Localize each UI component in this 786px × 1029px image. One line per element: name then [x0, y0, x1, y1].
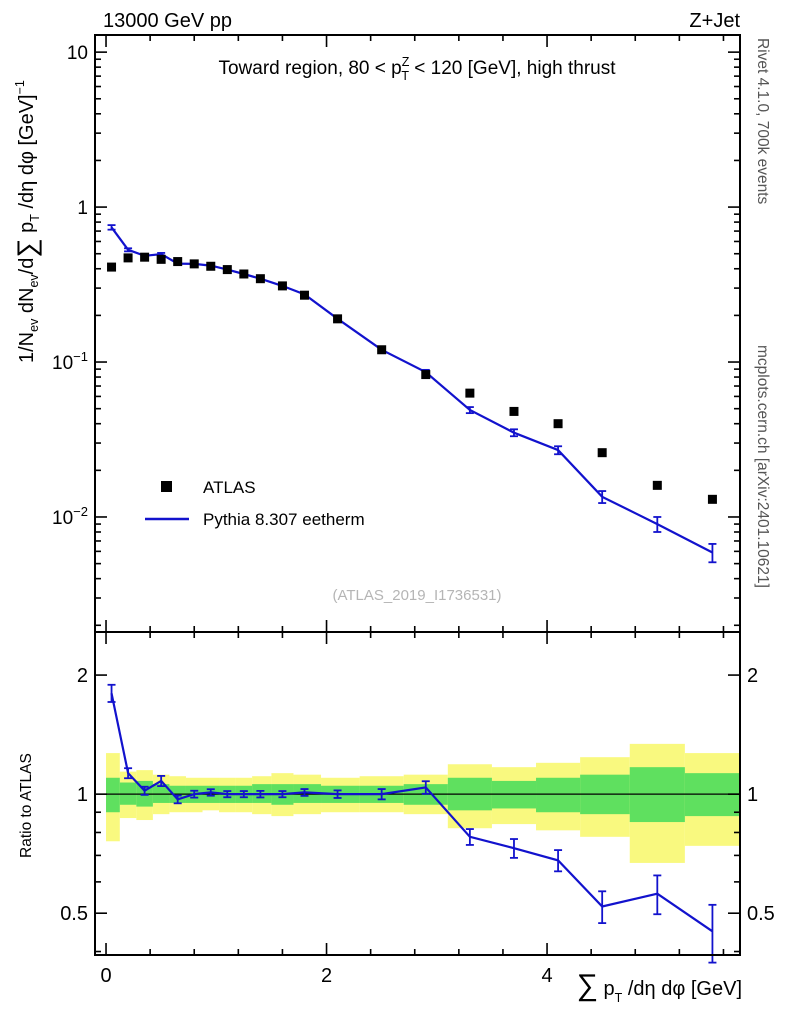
atlas-data-point	[277, 281, 287, 291]
x-axis-label: ∑ pT /dη dφ [GeV]	[577, 969, 742, 1005]
atlas-data-point	[465, 388, 475, 398]
ratio-tick-label-left: 2	[77, 665, 88, 687]
atlas-data-point	[377, 345, 387, 355]
x-tick-label: 0	[100, 965, 111, 987]
atlas-data-point	[333, 314, 343, 324]
process-label: Z+Jet	[689, 10, 740, 32]
atlas-data-point	[173, 257, 183, 267]
legend: ATLAS Pythia 8.307 eetherm	[145, 478, 365, 529]
ratio-tick-label-right: 0.5	[747, 903, 775, 925]
atlas-data-point	[189, 259, 199, 269]
axis-tick-labels: 0 2 4 10 1 10−1 10−2 0.5 0.5 1 1 2 2	[52, 43, 775, 987]
x-tick-label: 4	[541, 965, 552, 987]
uncertainty-bands	[106, 743, 740, 863]
band-green	[536, 777, 581, 813]
rivet-version-note: Rivet 4.1.0, 700k events	[754, 38, 771, 205]
pythia-line	[110, 226, 713, 554]
analysis-watermark: (ATLAS_2019_I1736531)	[332, 587, 501, 604]
atlas-data-point	[597, 448, 607, 458]
ratio-panel-frame	[94, 631, 741, 956]
atlas-data-point	[421, 370, 431, 380]
mcplots-attribution-note: mcplots.cern.ch [arXiv:2401.10621]	[754, 345, 771, 588]
atlas-data-point	[222, 265, 232, 275]
legend-label-atlas: ATLAS	[203, 478, 256, 497]
ratio-tick-label-left: 1	[77, 784, 88, 806]
y-tick-label: 10	[67, 43, 88, 64]
y-tick-label: 10−2	[52, 504, 88, 529]
band-green	[106, 777, 120, 813]
y-tick-label: 10−1	[52, 349, 88, 374]
top-panel-frame	[94, 34, 741, 633]
atlas-data-point	[707, 494, 717, 504]
ratio-tick-label-left: 0.5	[60, 903, 88, 925]
y-tick-label: 1	[77, 198, 88, 219]
legend-marker-atlas-icon	[161, 481, 172, 492]
atlas-data-point	[553, 419, 563, 429]
ratio-tick-label-right: 2	[747, 665, 758, 687]
atlas-data-point	[123, 253, 133, 263]
atlas-data-point	[140, 252, 150, 262]
x-tick-label: 2	[321, 965, 332, 987]
atlas-data-point	[206, 261, 216, 271]
atlas-data-point	[239, 269, 249, 279]
atlas-data-point	[299, 290, 309, 300]
ratio-tick-label-right: 1	[747, 784, 758, 806]
atlas-data-point	[156, 254, 166, 264]
beam-energy-label: 13000 GeV pp	[103, 10, 232, 32]
data-series	[107, 224, 717, 964]
atlas-data-point	[509, 406, 519, 416]
atlas-data-point	[255, 274, 265, 284]
panel-title: Toward region, 80 < pZ T < 120 [GeV], hig…	[218, 55, 616, 83]
legend-label-pythia: Pythia 8.307 eetherm	[203, 510, 365, 529]
atlas-data-point	[652, 480, 662, 490]
atlas-data-point	[107, 262, 117, 272]
ratio-axis-label: Ratio to ATLAS	[18, 753, 35, 858]
main-y-axis-label: 1/Nev dNev/d∑ pT /dη dφ [GeV]−1	[12, 80, 42, 363]
